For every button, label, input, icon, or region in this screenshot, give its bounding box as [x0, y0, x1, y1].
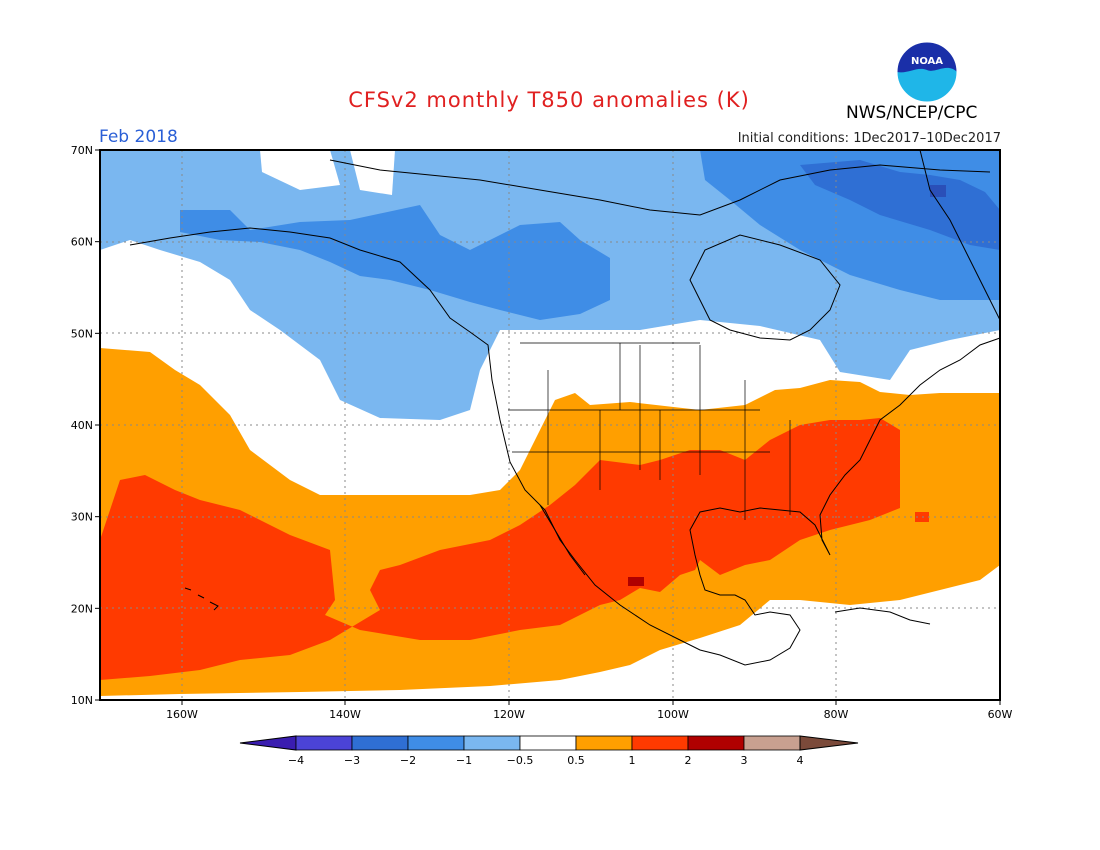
organization-label: NWS/NCEP/CPC: [846, 103, 978, 123]
lat-tick-label: 60N: [71, 236, 93, 249]
lat-tick-label: 30N: [71, 511, 93, 524]
baja-coastline: [539, 504, 586, 576]
neutral-patch: [350, 150, 395, 195]
colorbar-segment: [743, 735, 801, 751]
lat-tick-label: 40N: [71, 419, 93, 432]
colorbar-label: −2: [400, 754, 416, 767]
greenland-coastline: [919, 149, 1001, 321]
colorbar-label: −1: [456, 754, 472, 767]
lon-tick-label: 120W: [493, 708, 525, 721]
longitude-axis: 160W 140W 120W 100W 80W 60W: [166, 700, 1013, 721]
colorbar-label: 0.5: [567, 754, 585, 767]
lon-tick-label: 60W: [988, 708, 1013, 721]
colorbar-segment: [575, 735, 633, 751]
arctic-coastline: [329, 159, 991, 216]
lat-tick-label: 70N: [71, 144, 93, 157]
colorbar-label: 3: [741, 754, 748, 767]
colorbar-label: −3: [344, 754, 360, 767]
north-america-coastline: [129, 227, 1001, 666]
colorbar-segment: [407, 735, 465, 751]
hudson-bay-coastline: [689, 234, 841, 341]
colorbar: −4 −3 −2 −1 −0.5 0.5 1 2 3 4: [239, 735, 859, 767]
lat-tick-label: 20N: [71, 602, 93, 615]
colorbar-extend-left: [239, 735, 297, 751]
colorbar-label: 1: [629, 754, 636, 767]
latitude-axis: 70N 60N 50N 40N 30N 20N 10N: [71, 144, 100, 707]
cuba-coastline: [834, 607, 931, 625]
lat-tick-label: 10N: [71, 694, 93, 707]
neutral-patch: [260, 150, 340, 190]
map-gridlines: [100, 150, 1000, 700]
noaa-logo-text: NOAA: [911, 56, 943, 67]
colorbar-label: −4: [288, 754, 304, 767]
lat-tick-label: 50N: [71, 327, 93, 340]
colorbar-segment: [519, 735, 577, 751]
colorbar-segment: [295, 735, 353, 751]
colorbar-label: 4: [797, 754, 804, 767]
lon-tick-label: 100W: [657, 708, 689, 721]
lon-tick-label: 80W: [824, 708, 849, 721]
map-title: CFSv2 monthly T850 anomalies (K): [348, 88, 750, 112]
colorbar-label: 2: [685, 754, 692, 767]
colorbar-segment: [631, 735, 689, 751]
state-boundaries: [508, 342, 791, 520]
strong-negative-region: [180, 205, 610, 320]
extreme-positive-patch: [628, 577, 644, 586]
noaa-logo: NOAA: [895, 40, 959, 108]
initial-conditions: Initial conditions: 1Dec2017–10Dec2017: [737, 131, 1001, 146]
hawaii-islands: [184, 587, 219, 611]
colorbar-segment: [351, 735, 409, 751]
colorbar-segment: [687, 735, 745, 751]
strong-positive-region: [100, 418, 900, 680]
coastlines: [129, 149, 1001, 666]
strongest-negative-region: [800, 160, 1000, 250]
forecast-month: Feb 2018: [99, 127, 178, 147]
colorbar-segment: [463, 735, 521, 751]
lon-tick-label: 160W: [166, 708, 198, 721]
colorbar-extend-right: [799, 735, 859, 751]
colorbar-label: −0.5: [507, 754, 534, 767]
lon-tick-label: 140W: [329, 708, 361, 721]
